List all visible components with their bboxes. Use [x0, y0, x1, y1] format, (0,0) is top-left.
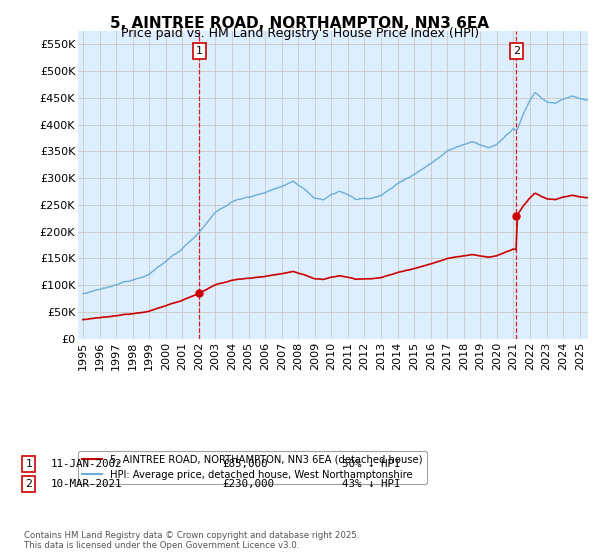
Text: 2: 2	[25, 479, 32, 489]
Point	[512, 211, 521, 220]
Text: 5, AINTREE ROAD, NORTHAMPTON, NN3 6EA: 5, AINTREE ROAD, NORTHAMPTON, NN3 6EA	[110, 16, 490, 31]
Text: £230,000: £230,000	[222, 479, 274, 489]
Text: 2: 2	[513, 46, 520, 56]
Text: 10-MAR-2021: 10-MAR-2021	[51, 479, 122, 489]
Text: Price paid vs. HM Land Registry's House Price Index (HPI): Price paid vs. HM Land Registry's House …	[121, 27, 479, 40]
Text: 1: 1	[25, 459, 32, 469]
Text: Contains HM Land Registry data © Crown copyright and database right 2025.
This d: Contains HM Land Registry data © Crown c…	[24, 530, 359, 550]
Text: 43% ↓ HPI: 43% ↓ HPI	[342, 479, 401, 489]
Text: 50% ↓ HPI: 50% ↓ HPI	[342, 459, 401, 469]
Text: 1: 1	[196, 46, 203, 56]
Point	[194, 289, 204, 298]
Legend: 5, AINTREE ROAD, NORTHAMPTON, NN3 6EA (detached house), HPI: Average price, deta: 5, AINTREE ROAD, NORTHAMPTON, NN3 6EA (d…	[78, 451, 427, 483]
Text: 11-JAN-2002: 11-JAN-2002	[51, 459, 122, 469]
Text: £85,000: £85,000	[222, 459, 268, 469]
